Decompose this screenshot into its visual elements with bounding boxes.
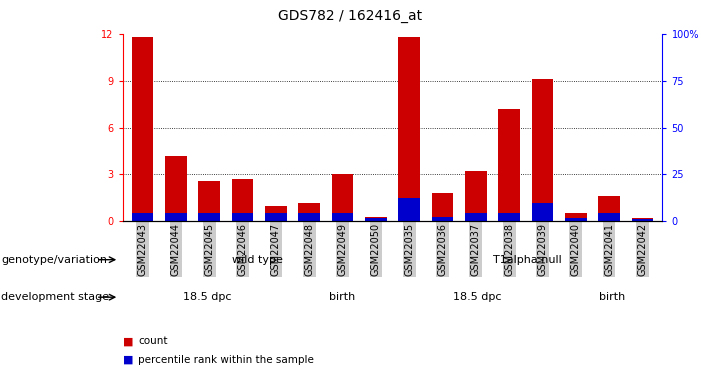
- Text: percentile rank within the sample: percentile rank within the sample: [138, 355, 314, 365]
- Text: development stage: development stage: [1, 292, 109, 302]
- Bar: [498, 213, 520, 221]
- Text: GDS782 / 162416_at: GDS782 / 162416_at: [278, 9, 423, 23]
- Bar: [531, 79, 553, 221]
- Bar: [531, 202, 553, 221]
- Text: wild type: wild type: [232, 255, 283, 265]
- Text: 18.5 dpc: 18.5 dpc: [453, 292, 501, 302]
- Bar: [565, 218, 587, 221]
- Text: ■: ■: [123, 336, 133, 346]
- Bar: [365, 217, 387, 221]
- Bar: [299, 202, 320, 221]
- Text: count: count: [138, 336, 168, 346]
- Text: birth: birth: [329, 292, 355, 302]
- Bar: [299, 213, 320, 221]
- Bar: [232, 179, 254, 221]
- Text: genotype/variation: genotype/variation: [1, 255, 107, 265]
- Text: T1alpha null: T1alpha null: [493, 255, 562, 265]
- Bar: [465, 213, 486, 221]
- Bar: [565, 213, 587, 221]
- Bar: [465, 171, 486, 221]
- Bar: [599, 196, 620, 221]
- Bar: [332, 174, 353, 221]
- Bar: [232, 213, 254, 221]
- Bar: [198, 213, 220, 221]
- Bar: [332, 213, 353, 221]
- Bar: [632, 218, 653, 221]
- Bar: [165, 156, 186, 221]
- Text: ■: ■: [123, 355, 133, 365]
- Bar: [132, 37, 154, 221]
- Bar: [498, 109, 520, 221]
- Bar: [398, 198, 420, 221]
- Bar: [365, 218, 387, 221]
- Text: 18.5 dpc: 18.5 dpc: [183, 292, 231, 302]
- Bar: [632, 219, 653, 221]
- Bar: [265, 206, 287, 221]
- Bar: [432, 217, 454, 221]
- Bar: [398, 37, 420, 221]
- Bar: [165, 213, 186, 221]
- Bar: [198, 181, 220, 221]
- Bar: [432, 193, 454, 221]
- Bar: [599, 213, 620, 221]
- Bar: [265, 213, 287, 221]
- Text: birth: birth: [599, 292, 625, 302]
- Bar: [132, 213, 154, 221]
